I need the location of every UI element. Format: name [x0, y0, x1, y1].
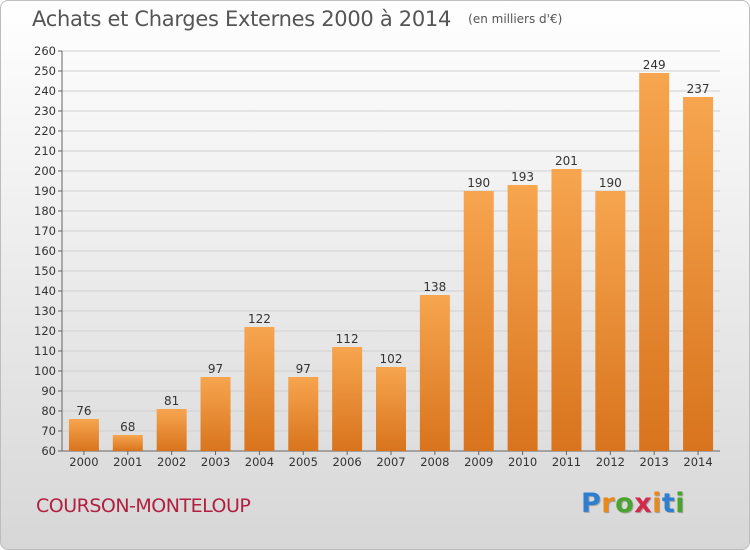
y-tick-label: 220 [34, 124, 56, 138]
y-tick-label: 110 [34, 344, 56, 358]
logo-letter: x [634, 488, 653, 519]
data-label: 76 [76, 404, 91, 418]
data-label: 97 [208, 362, 223, 376]
x-tick-label: 2010 [508, 455, 537, 469]
x-tick-label: 2002 [157, 455, 186, 469]
chart-subtitle: (en milliers d'€) [468, 12, 563, 26]
bar-2014 [683, 97, 714, 451]
x-tick-label: 2004 [245, 455, 274, 469]
y-tick-label: 180 [34, 204, 56, 218]
data-label: 193 [511, 170, 534, 184]
y-tick-label: 200 [34, 164, 56, 178]
y-tick-label: 70 [41, 424, 56, 438]
data-label: 68 [120, 420, 135, 434]
y-tick-label: 250 [34, 64, 56, 78]
data-label: 122 [248, 312, 271, 326]
data-label: 190 [599, 176, 622, 190]
bar-2007 [376, 367, 406, 451]
logo-letter: P [581, 488, 602, 519]
bar-2009 [463, 191, 494, 451]
data-label: 97 [296, 362, 311, 376]
y-tick-label: 60 [41, 444, 56, 458]
bar-2000 [68, 419, 99, 451]
bar-2002 [156, 409, 187, 451]
x-tick-label: 2006 [332, 455, 361, 469]
bar-2004 [244, 327, 275, 451]
chart-title: Achats et Charges Externes 2000 à 2014 [32, 7, 452, 31]
y-tick-label: 240 [34, 84, 56, 98]
proxiti-logo[interactable]: Proxiti [581, 488, 685, 519]
data-label: 249 [643, 58, 666, 72]
data-labels: 76 68 81 97 122 97 112 102 138 190 193 201 190 249 237 [76, 58, 709, 434]
data-label: 81 [164, 394, 179, 408]
logo-letter: i [675, 488, 686, 519]
logo-letter: o [615, 488, 635, 519]
x-tick-label: 2001 [113, 455, 142, 469]
bar-2005 [288, 377, 319, 451]
logo-letter: i [652, 488, 662, 519]
data-label: 112 [336, 332, 359, 346]
x-tick-label: 2008 [420, 455, 449, 469]
y-tick-label: 130 [34, 304, 56, 318]
bar-2008 [419, 295, 450, 451]
data-label: 237 [687, 82, 710, 96]
y-tick-label: 140 [34, 284, 56, 298]
y-tick-label: 160 [34, 244, 56, 258]
commune-name: COURSON-MONTELOUP [36, 495, 251, 517]
data-label: 102 [380, 352, 403, 366]
bar-2013 [639, 73, 670, 451]
bars [68, 73, 714, 451]
bar-2010 [507, 185, 538, 451]
x-tick-label: 2000 [69, 455, 98, 469]
x-tick-label: 2003 [201, 455, 230, 469]
y-tick-label: 100 [34, 364, 56, 378]
data-label: 201 [555, 154, 578, 168]
y-tick-label: 170 [34, 224, 56, 238]
x-tick-label: 2014 [683, 455, 712, 469]
x-tick-label: 2012 [596, 455, 625, 469]
y-tick-label: 230 [34, 104, 56, 118]
y-tick-label: 260 [34, 44, 56, 58]
y-tick-label: 210 [34, 144, 56, 158]
y-tick-label: 90 [41, 384, 56, 398]
x-tick-label: 2011 [552, 455, 581, 469]
logo-letter: t [661, 488, 676, 519]
bar-2001 [112, 435, 143, 451]
data-label: 190 [467, 176, 490, 190]
bar-2011 [551, 169, 582, 451]
bar-2012 [595, 191, 626, 451]
bar-2003 [200, 377, 231, 451]
y-tick-label: 80 [41, 404, 56, 418]
x-tick-label: 2005 [289, 455, 318, 469]
y-tick-label: 190 [34, 184, 56, 198]
x-tick-label: 2009 [464, 455, 493, 469]
data-label: 138 [423, 280, 446, 294]
y-tick-label: 120 [34, 324, 56, 338]
x-tick-label: 2013 [640, 455, 669, 469]
title-row: Achats et Charges Externes 2000 à 2014 (… [32, 7, 562, 31]
x-tick-label: 2007 [376, 455, 405, 469]
bar-2006 [332, 347, 363, 451]
y-tick-label: 150 [34, 264, 56, 278]
logo-letter: r [601, 488, 616, 519]
